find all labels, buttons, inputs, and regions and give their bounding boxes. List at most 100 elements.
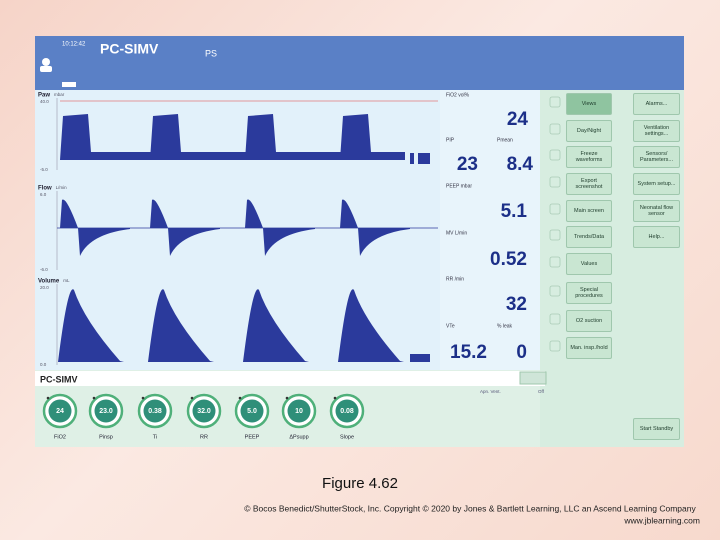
setting-value: 5.0 [247, 408, 257, 415]
values-panel [440, 90, 540, 370]
knob-dot [190, 396, 194, 400]
menu-icon [549, 285, 561, 297]
measurement-value: 32 [506, 294, 527, 315]
measurement-label: VTe [446, 323, 455, 329]
menu-panel [540, 90, 684, 447]
menu-button[interactable]: Export screenshot [566, 173, 612, 195]
measurement-label: PIP [446, 137, 455, 143]
measurement-value: 0.52 [490, 249, 527, 270]
waveform-trace [418, 153, 430, 164]
menu-button[interactable]: Man. insp./hold [566, 337, 612, 359]
waveform-trace [148, 289, 214, 362]
menu-button[interactable]: Views [566, 93, 612, 115]
menu-button[interactable]: Ventilation settings... [633, 120, 680, 142]
waveform-trace [58, 289, 124, 362]
measurement-value: 8.4 [507, 154, 534, 175]
waveform-trace [338, 289, 404, 362]
waveform-label: Volume [38, 279, 60, 285]
waveform-unit: L/min [56, 185, 68, 190]
knob-dot [46, 396, 50, 400]
submode: PS [205, 48, 217, 58]
waveform-unit: mbar [54, 92, 65, 97]
menu-icon [549, 176, 561, 188]
knob-dot [92, 396, 96, 400]
knob [240, 399, 264, 423]
waveform-trace [243, 289, 309, 362]
menu-icon [549, 203, 561, 215]
setting-label: ΔPsupp [289, 434, 308, 440]
scale-min: -5.0 [40, 167, 48, 172]
scale-min: 0.0 [40, 362, 47, 367]
standby-button[interactable]: Start Standby [633, 418, 680, 440]
apnea-label: Apn. Vent. [480, 389, 501, 394]
setting-label: PEEP [245, 434, 260, 440]
setting-value: 23.0 [99, 408, 113, 415]
menu-button[interactable]: System setup... [633, 173, 680, 195]
measurement-label: MV L/min [446, 230, 467, 236]
waveform-unit: mL [63, 278, 70, 283]
menu-button[interactable]: Freeze waveforms [566, 146, 612, 168]
setting-label: Ti [153, 434, 157, 440]
measurement-value: 15.2 [450, 342, 487, 363]
setting-label: RR [200, 434, 208, 440]
waveform-trace [62, 152, 405, 160]
menu-button[interactable]: Neonatal flow sensor [633, 200, 680, 222]
patient-icon [40, 66, 52, 72]
knob-dot [285, 396, 289, 400]
mode-button[interactable] [519, 371, 547, 385]
measurement-label: Pmean [497, 137, 513, 143]
patient-icon [42, 58, 50, 66]
scale-max: 6.0 [40, 192, 47, 197]
waveform-trace [410, 354, 430, 362]
setting-label: Pinsp [99, 434, 113, 440]
measurement-label: RR /min [446, 276, 464, 282]
knob [335, 399, 359, 423]
mode-strip [35, 371, 545, 386]
website: www.jblearning.com [623, 515, 700, 525]
measurement-value: 23 [457, 154, 478, 175]
knob-dot [141, 396, 145, 400]
menu-button[interactable]: Help... [633, 226, 680, 248]
waveform-label: Paw [38, 93, 50, 99]
scale-max: 20.0 [40, 285, 49, 290]
menu-icon [549, 123, 561, 135]
knob [287, 399, 311, 423]
setting-value: 10 [295, 408, 303, 415]
setting-value: 32.0 [197, 408, 211, 415]
menu-icon [549, 229, 561, 241]
setting-value: 24 [56, 408, 64, 415]
mode: PC-SIMV [100, 41, 159, 57]
menu-icon [549, 149, 561, 161]
menu-icon [549, 313, 561, 325]
knob-dot [238, 396, 242, 400]
setting-label: Slope [340, 434, 354, 440]
menu-button[interactable]: O2 suction [566, 310, 612, 332]
setting-value: 0.38 [148, 408, 162, 415]
scale-max: 40.0 [40, 99, 49, 104]
menu-icon [549, 96, 561, 108]
setting-label: FiO2 [54, 434, 66, 440]
menu-button[interactable]: Alarms... [633, 93, 680, 115]
measurement-label: FiO2 vol% [446, 92, 470, 98]
time: 10:12:42 [62, 42, 86, 48]
menu-button[interactable]: Special procedures [566, 282, 612, 304]
scale-min: -6.0 [40, 267, 48, 272]
menu-button[interactable]: Values [566, 253, 612, 275]
header-bar [35, 36, 684, 90]
measurement-label: PEEP mbar [446, 183, 472, 189]
waveform-label: Flow [38, 186, 52, 192]
menu-button[interactable]: Main screen [566, 200, 612, 222]
measurement-value: 0 [516, 342, 527, 363]
menu-button[interactable]: Sensors/ Parameters... [633, 146, 680, 168]
menu-button[interactable]: Trends/Data [566, 226, 612, 248]
measurement-value: 24 [507, 109, 529, 130]
caption: Figure 4.62 [322, 475, 398, 492]
menu-icon [549, 340, 561, 352]
knob [143, 399, 167, 423]
apnea-value: Off [538, 389, 545, 394]
measurement-label: % leak [497, 323, 513, 329]
menu-button[interactable]: Day/Night [566, 120, 612, 142]
toggle [62, 82, 76, 87]
